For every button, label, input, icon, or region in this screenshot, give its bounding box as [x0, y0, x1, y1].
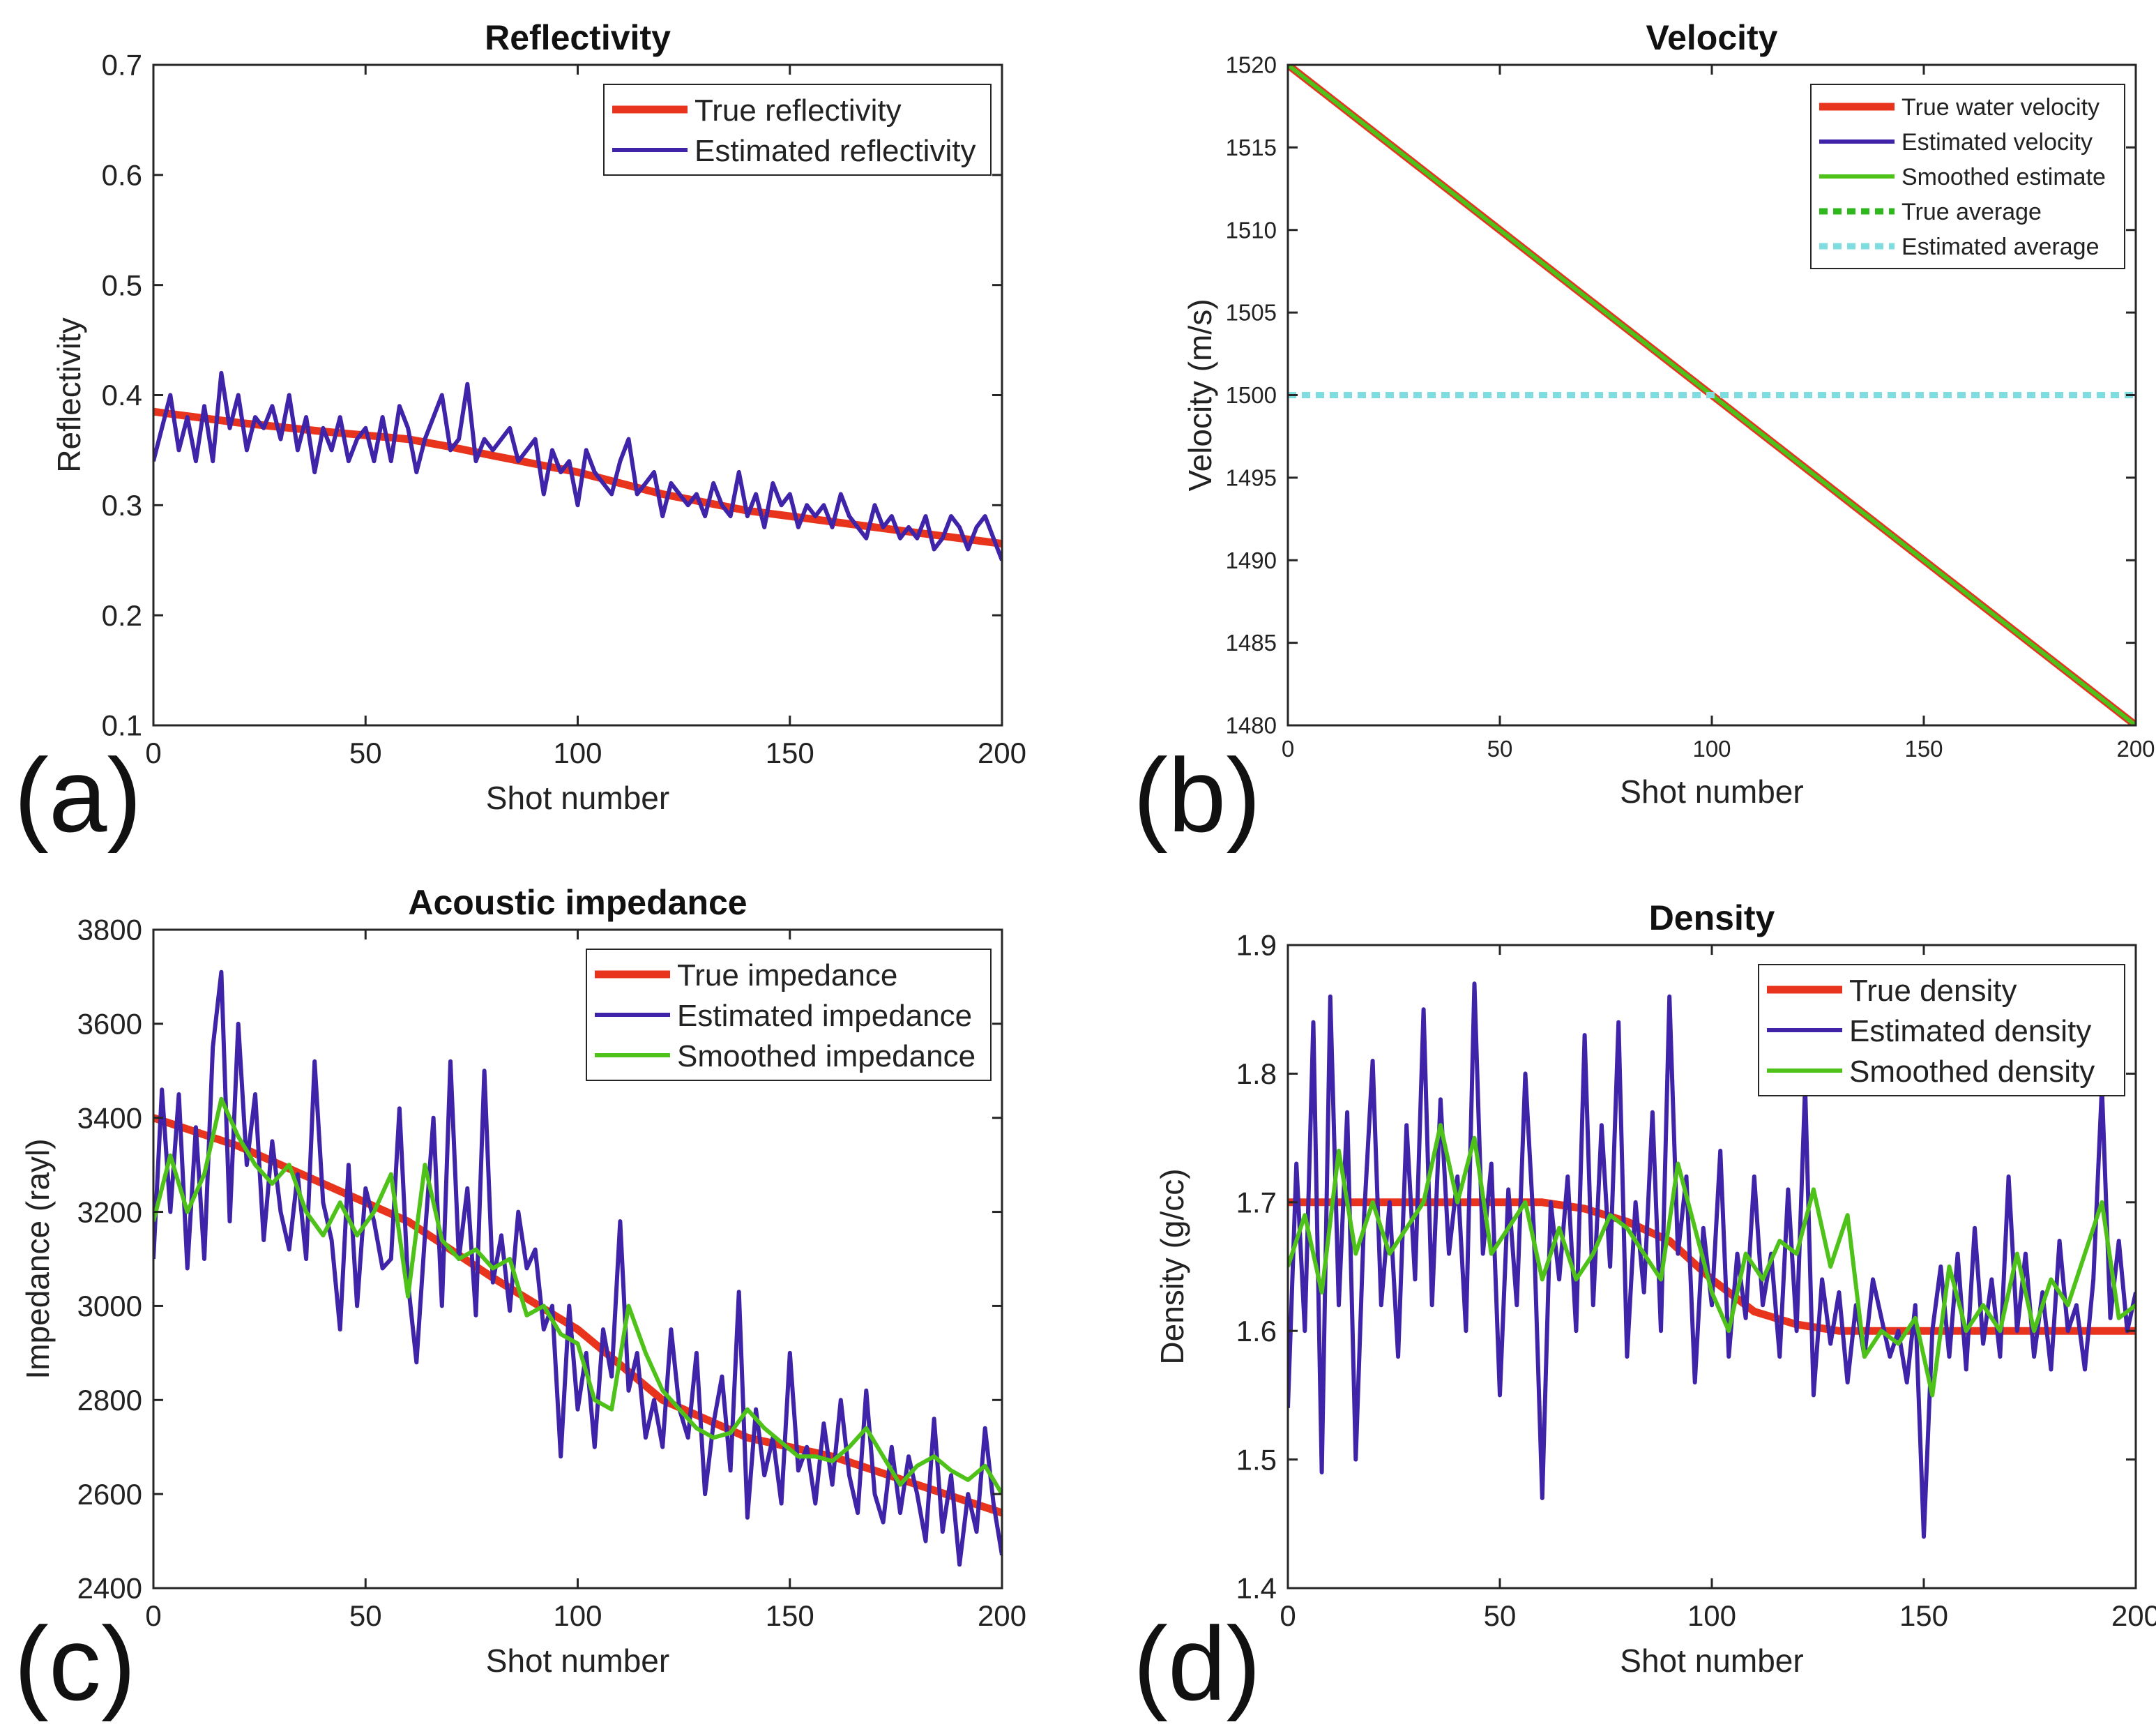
- legend: True reflectivity Estimated reflectivity: [603, 84, 992, 176]
- y-tick-label: 1490: [1226, 548, 1277, 573]
- x-tick-label: 0: [145, 1599, 161, 1632]
- legend-box: [603, 84, 992, 176]
- legend-label: Smoothed estimate: [1901, 164, 2106, 190]
- series-group: [1288, 981, 2136, 1539]
- series-group: [1288, 65, 2136, 725]
- y-tick-label: 1480: [1226, 713, 1277, 739]
- y-tick-label: 2800: [77, 1384, 142, 1417]
- y-tick-label: 3000: [77, 1290, 142, 1322]
- legend-label: Smoothed density: [1849, 1055, 2095, 1089]
- y-tick-label: 1.6: [1236, 1315, 1277, 1347]
- y-tick-label: 3400: [77, 1101, 142, 1134]
- legend: True water velocity Estimated velocity Smo…: [1810, 84, 2125, 269]
- x-tick-label: 150: [1904, 736, 1943, 762]
- y-axis-label: Velocity (m/s): [1182, 299, 1218, 491]
- y-tick-label: 1.5: [1236, 1443, 1277, 1476]
- x-tick-label: 50: [1487, 736, 1513, 762]
- chart-title: Density: [1649, 898, 1775, 937]
- x-axis-label: Shot number: [1620, 773, 1803, 810]
- series-group: [153, 969, 1002, 1567]
- legend-label: True density: [1849, 974, 2017, 1008]
- x-tick-label: 200: [978, 1599, 1026, 1632]
- y-tick-label: 0.3: [102, 489, 142, 522]
- chart-density: 0 50 100 150 200 1.4 1.5 1.6 1.7 1.8 1.9 Density Sho…: [1154, 898, 2156, 1679]
- series-line-estimated: [153, 969, 1002, 1567]
- legend-label: Smoothed impedance: [677, 1039, 975, 1073]
- x-axis-label: Shot number: [486, 780, 669, 816]
- y-tick-label: 2600: [77, 1478, 142, 1511]
- y-axis-label: Impedance (rayl): [20, 1138, 56, 1379]
- chart-title: Acoustic impedance: [408, 883, 747, 922]
- x-axis-label: Shot number: [486, 1643, 669, 1679]
- y-tick-label: 0.4: [102, 379, 142, 412]
- legend: True impedance Estimated impedance Smoothe…: [586, 949, 992, 1081]
- y-tick-label: 1.9: [1236, 929, 1277, 962]
- y-tick-label: 1500: [1226, 382, 1277, 408]
- legend-label: Estimated average: [1901, 234, 2100, 260]
- y-tick-label: 1.8: [1236, 1057, 1277, 1090]
- y-tick-label: 2400: [77, 1572, 142, 1605]
- x-axis-label: Shot number: [1620, 1643, 1803, 1679]
- y-axis-label: Density (g/cc): [1154, 1168, 1190, 1364]
- legend-label: True average: [1901, 199, 2042, 225]
- chart-reflectivity: 0 50 100 150 200 0.1 0.2 0.3 0.4 0.5 0.6 0.7 Reflect…: [51, 18, 1026, 816]
- x-tick-label: 100: [553, 1599, 602, 1632]
- y-tick-label: 1.7: [1236, 1186, 1277, 1219]
- legend: True density Estimated density Smoothed de…: [1758, 964, 2125, 1096]
- panel-label-a: (a): [14, 737, 142, 854]
- x-tick-label: 200: [2116, 736, 2155, 762]
- legend-label: True water velocity: [1901, 94, 2100, 121]
- chart-title: Velocity: [1646, 18, 1778, 57]
- y-tick-label: 3600: [77, 1008, 142, 1041]
- panel-label-c: (c): [14, 1605, 136, 1722]
- chart-velocity: 0 50 100 150 200 1480 1485 1490 1495 1500 1505 1510…: [1182, 18, 2155, 810]
- series-group: [153, 370, 1002, 561]
- x-tick-label: 0: [1280, 1599, 1296, 1632]
- y-tick-label: 1495: [1226, 465, 1277, 490]
- legend-label: Estimated velocity: [1901, 129, 2093, 156]
- y-axis-label: Reflectivity: [51, 317, 87, 472]
- y-tick-label: 0.6: [102, 159, 142, 192]
- series-line-estimated: [1288, 981, 2136, 1539]
- series-line-smoothed: [153, 1096, 1002, 1495]
- x-tick-label: 50: [349, 1599, 382, 1632]
- legend-label: True impedance: [677, 958, 897, 992]
- x-tick-label: 100: [553, 737, 602, 769]
- x-tick-label: 150: [766, 737, 814, 769]
- legend-label: Estimated impedance: [677, 999, 972, 1033]
- y-tick-label: 1510: [1226, 217, 1277, 243]
- legend-label: Estimated reflectivity: [694, 134, 975, 168]
- y-tick-label: 1515: [1226, 135, 1277, 160]
- x-tick-label: 50: [1484, 1599, 1517, 1632]
- legend-label: True reflectivity: [694, 93, 902, 128]
- y-tick-label: 1485: [1226, 630, 1277, 656]
- y-tick-label: 0.1: [102, 709, 142, 742]
- series-line-estimated: [153, 370, 1002, 561]
- y-tick-label: 1505: [1226, 300, 1277, 326]
- x-tick-label: 50: [349, 737, 382, 769]
- chart-impedance: 0 50 100 150 200 2400 2600 2800 3000 3200 3400 3600…: [20, 883, 1026, 1679]
- series-line-smoothed: [1288, 1123, 2136, 1398]
- y-tick-label: 0.5: [102, 269, 142, 301]
- y-tick-label: 1.4: [1236, 1572, 1277, 1605]
- legend-label: Estimated density: [1849, 1014, 2091, 1048]
- x-tick-label: 100: [1687, 1599, 1736, 1632]
- panel-label-d: (d): [1133, 1605, 1261, 1722]
- x-tick-label: 150: [766, 1599, 814, 1632]
- x-tick-label: 100: [1692, 736, 1731, 762]
- x-tick-label: 0: [1282, 736, 1294, 762]
- y-tick-label: 0.7: [102, 49, 142, 82]
- y-tick-label: 1520: [1226, 52, 1277, 78]
- x-tick-label: 0: [145, 737, 161, 769]
- y-tick-label: 3800: [77, 914, 142, 946]
- x-tick-label: 150: [1899, 1599, 1948, 1632]
- panel-label-b: (b): [1133, 737, 1261, 854]
- y-tick-label: 0.2: [102, 599, 142, 632]
- y-tick-label: 3200: [77, 1195, 142, 1228]
- chart-title: Reflectivity: [485, 18, 671, 57]
- x-tick-label: 200: [978, 737, 1026, 769]
- x-tick-label: 200: [2111, 1599, 2156, 1632]
